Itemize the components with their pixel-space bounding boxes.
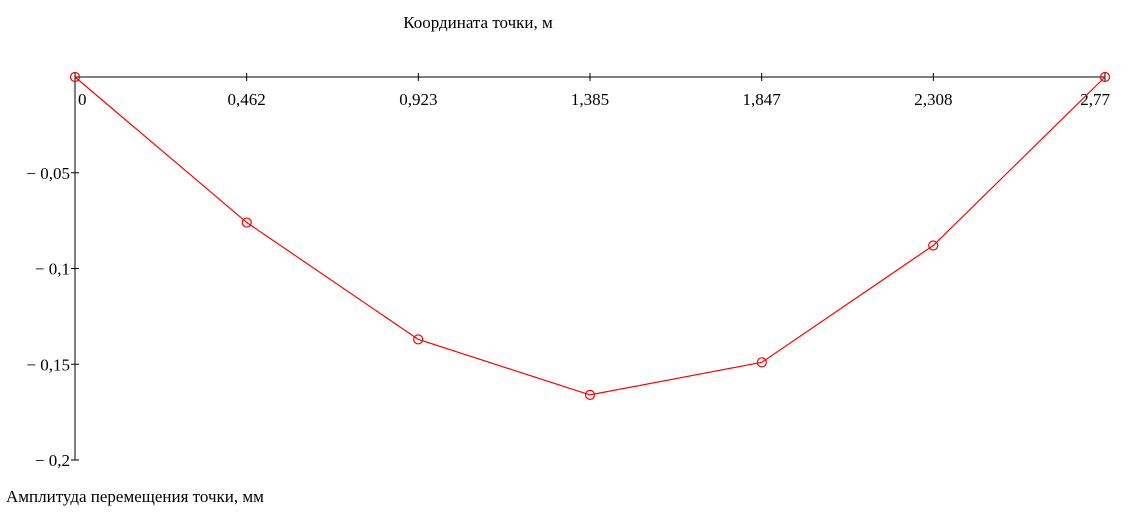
x-tick-label: 1,385: [571, 90, 609, 109]
data-point: [584, 389, 596, 400]
x-tick-label: 2,77: [1080, 90, 1110, 109]
y-tick-label: − 0,05: [26, 164, 70, 183]
data-point: [69, 71, 81, 83]
x-tick-label: 0,923: [399, 90, 437, 109]
series-line: [74, 76, 1106, 396]
data-point: [413, 334, 424, 345]
x-tick-label: 2,308: [914, 90, 952, 109]
x-tick-label: 0: [78, 90, 87, 109]
data-point: [756, 357, 767, 368]
chart-y-axis-title: Амплитуда перемещения точки, мм: [6, 487, 264, 506]
y-tick-group: − 0,05 − 0,1 − 0,15 − 0,2: [26, 164, 79, 470]
series-group: [69, 71, 1111, 400]
x-tick-label: 0,462: [228, 90, 266, 109]
y-tick-label: − 0,15: [26, 355, 70, 374]
y-tick-label: − 0,2: [35, 451, 70, 470]
y-tick-label: − 0,1: [35, 260, 70, 279]
chart-x-axis-title: Координата точки, м: [403, 13, 553, 32]
x-tick-label: 1,847: [743, 90, 782, 109]
data-point: [241, 217, 252, 228]
data-point: [1099, 71, 1111, 83]
data-point: [928, 240, 939, 251]
x-tick-group: 0 0,462 0,923 1,385 1,847 2,308 2,77: [74, 73, 1111, 109]
